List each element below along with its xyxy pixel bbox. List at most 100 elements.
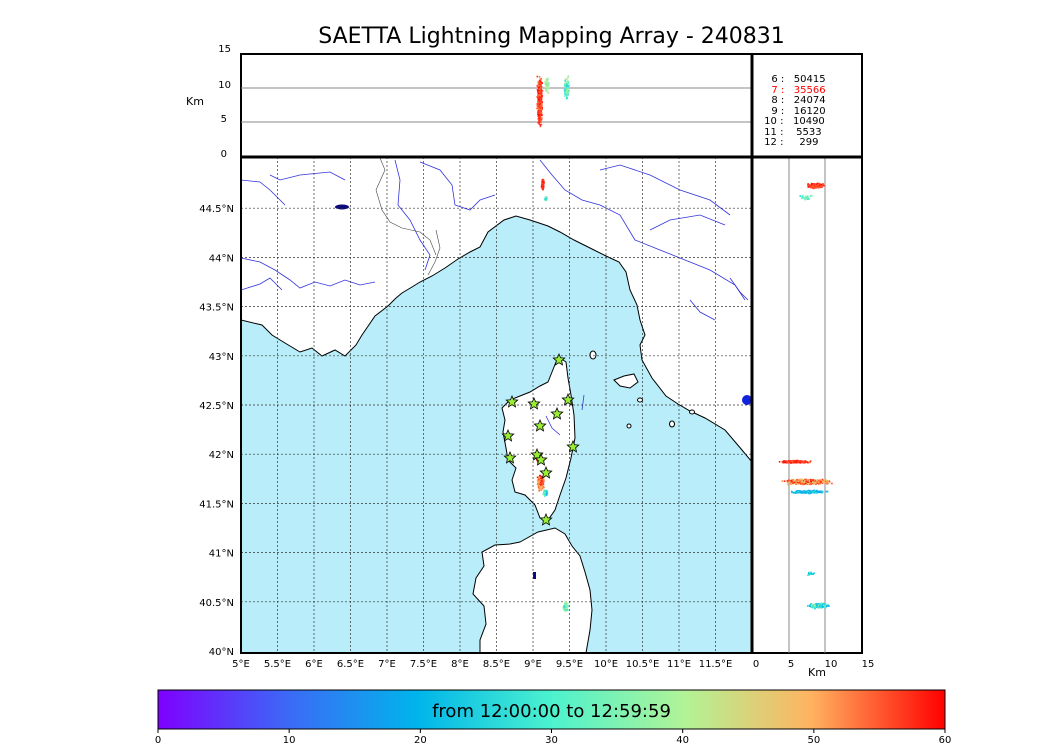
side-source	[806, 195, 809, 198]
altitude-source	[547, 92, 550, 94]
altitude-source	[541, 108, 543, 111]
map-source	[537, 483, 540, 486]
side-source	[813, 184, 815, 186]
side-source	[824, 481, 826, 483]
side-source	[793, 481, 796, 484]
rivers	[241, 159, 749, 436]
map-source	[538, 490, 541, 492]
side-source	[800, 491, 803, 493]
side-source	[816, 491, 819, 493]
side-source	[799, 481, 801, 484]
map-source	[563, 608, 565, 611]
altitude-source	[537, 108, 540, 110]
side-source	[807, 198, 809, 200]
colorbar-label: from 12:00:00 to 12:59:59	[432, 701, 671, 722]
altitude-source	[539, 105, 542, 108]
map-source	[538, 478, 540, 481]
side-tick: 0	[753, 659, 759, 670]
altitude-source	[538, 121, 541, 123]
altitude-source	[539, 92, 541, 95]
lat-tick: 40°N	[209, 647, 234, 658]
altitude-source	[540, 105, 543, 107]
side-source	[796, 482, 799, 485]
side-source	[817, 491, 820, 493]
side-source	[809, 573, 811, 575]
lon-tick: 9.5°E	[556, 659, 583, 670]
altitude-source	[565, 82, 567, 84]
side-source	[821, 603, 824, 606]
side-source	[801, 197, 803, 200]
side-source	[820, 479, 823, 482]
side-source	[783, 460, 786, 462]
alt-axis-label: Km	[186, 95, 204, 108]
side-source	[810, 185, 813, 188]
side-source	[797, 481, 799, 484]
counts-panel	[751, 53, 863, 158]
side-source	[795, 460, 797, 462]
side-source	[783, 480, 786, 482]
altitude-source	[540, 112, 543, 114]
cb-tick: 10	[283, 735, 296, 746]
side-source	[795, 480, 797, 483]
side-source	[807, 462, 809, 464]
side-source	[807, 184, 810, 187]
altitude-source	[537, 105, 540, 108]
map-source	[538, 481, 540, 484]
alt-tick: 10	[218, 80, 231, 91]
map-source	[540, 475, 543, 478]
cb-tick: 60	[939, 735, 952, 746]
altitude-source	[564, 87, 567, 90]
side-source	[809, 483, 811, 486]
station-star-icon	[501, 428, 515, 442]
altitude-source	[567, 75, 570, 77]
side-source	[787, 483, 789, 486]
altitude-source	[541, 114, 543, 116]
alt-tick: 0	[221, 149, 227, 160]
side-source	[821, 603, 823, 605]
side-source	[795, 491, 798, 494]
side-source	[804, 198, 806, 201]
side-source	[802, 460, 805, 463]
side-source	[809, 605, 811, 608]
map-source	[542, 187, 545, 189]
side-source	[804, 482, 807, 485]
altitude-source	[539, 125, 542, 128]
side-source	[806, 490, 809, 493]
side-source	[811, 604, 813, 607]
side-source	[827, 604, 829, 606]
side-source	[826, 481, 828, 484]
altitude-source	[567, 85, 570, 87]
side-source	[817, 482, 820, 484]
side-source	[805, 483, 807, 485]
side-source	[794, 479, 796, 482]
altitude-source	[566, 84, 569, 87]
altitude-source	[566, 81, 568, 84]
map-source	[541, 478, 544, 480]
altitude-source	[538, 116, 541, 118]
side-source	[820, 186, 822, 189]
side-source	[801, 478, 804, 481]
colorbar	[157, 689, 946, 730]
altitude-source	[544, 80, 546, 83]
side-source	[803, 490, 805, 493]
side-source	[812, 185, 814, 188]
station-count-row: 11 : 5533	[761, 126, 822, 138]
side-source	[809, 491, 811, 494]
map-source	[542, 184, 545, 186]
side-source	[815, 187, 818, 189]
altitude-source	[545, 78, 548, 80]
altitude-source	[565, 84, 568, 87]
side-source	[822, 183, 824, 185]
altitude-source	[539, 103, 541, 106]
lon-tick: 11.5°E	[699, 659, 733, 670]
side-axis-label: Km	[808, 666, 826, 679]
altitude-source	[538, 97, 540, 99]
station-star-icon	[539, 512, 553, 526]
altitude-source	[566, 86, 569, 89]
side-source	[790, 460, 793, 462]
map-source	[543, 494, 546, 496]
lat-tick: 42°N	[209, 450, 234, 461]
side-source	[801, 460, 804, 463]
map-source	[546, 494, 548, 496]
side-source	[786, 481, 789, 484]
